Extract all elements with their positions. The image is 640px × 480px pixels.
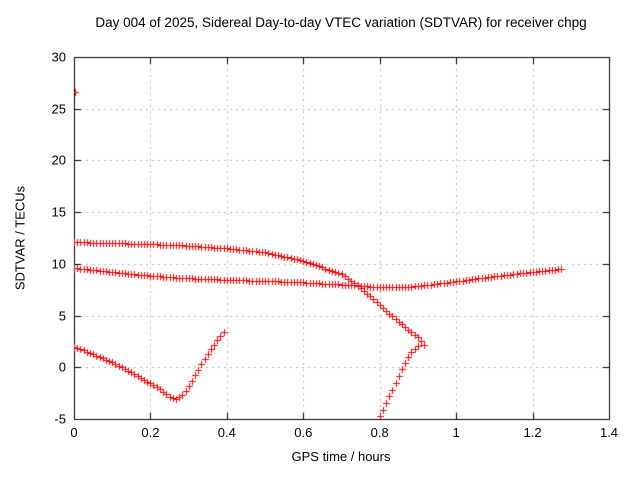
x-tick-label: 0.4 [217, 425, 236, 440]
y-tick-label: 30 [51, 49, 66, 65]
x-tick-label: 0.8 [370, 425, 389, 440]
chart-title: Day 004 of 2025, Sidereal Day-to-day VTE… [95, 15, 587, 30]
y-tick-label: 20 [51, 152, 66, 168]
x-tick-label: 1 [452, 425, 460, 440]
x-tick-label: 1.4 [599, 425, 619, 440]
y-tick-label: 10 [51, 256, 66, 272]
y-tick-label: 25 [51, 101, 66, 117]
y-tick-label: 0 [58, 359, 66, 375]
y-tick-label: -5 [54, 411, 66, 427]
x-tick-label: 0.6 [294, 425, 313, 440]
x-tick-label: 0 [70, 425, 78, 440]
x-tick-label: 1.2 [523, 425, 542, 440]
y-tick-label: 5 [58, 308, 66, 324]
y-tick-label: 15 [51, 204, 66, 220]
x-tick-label: 0.2 [141, 425, 160, 440]
y-axis-label: SDTVAR / TECUs [12, 185, 28, 291]
x-axis-label: GPS time / hours [291, 449, 391, 464]
